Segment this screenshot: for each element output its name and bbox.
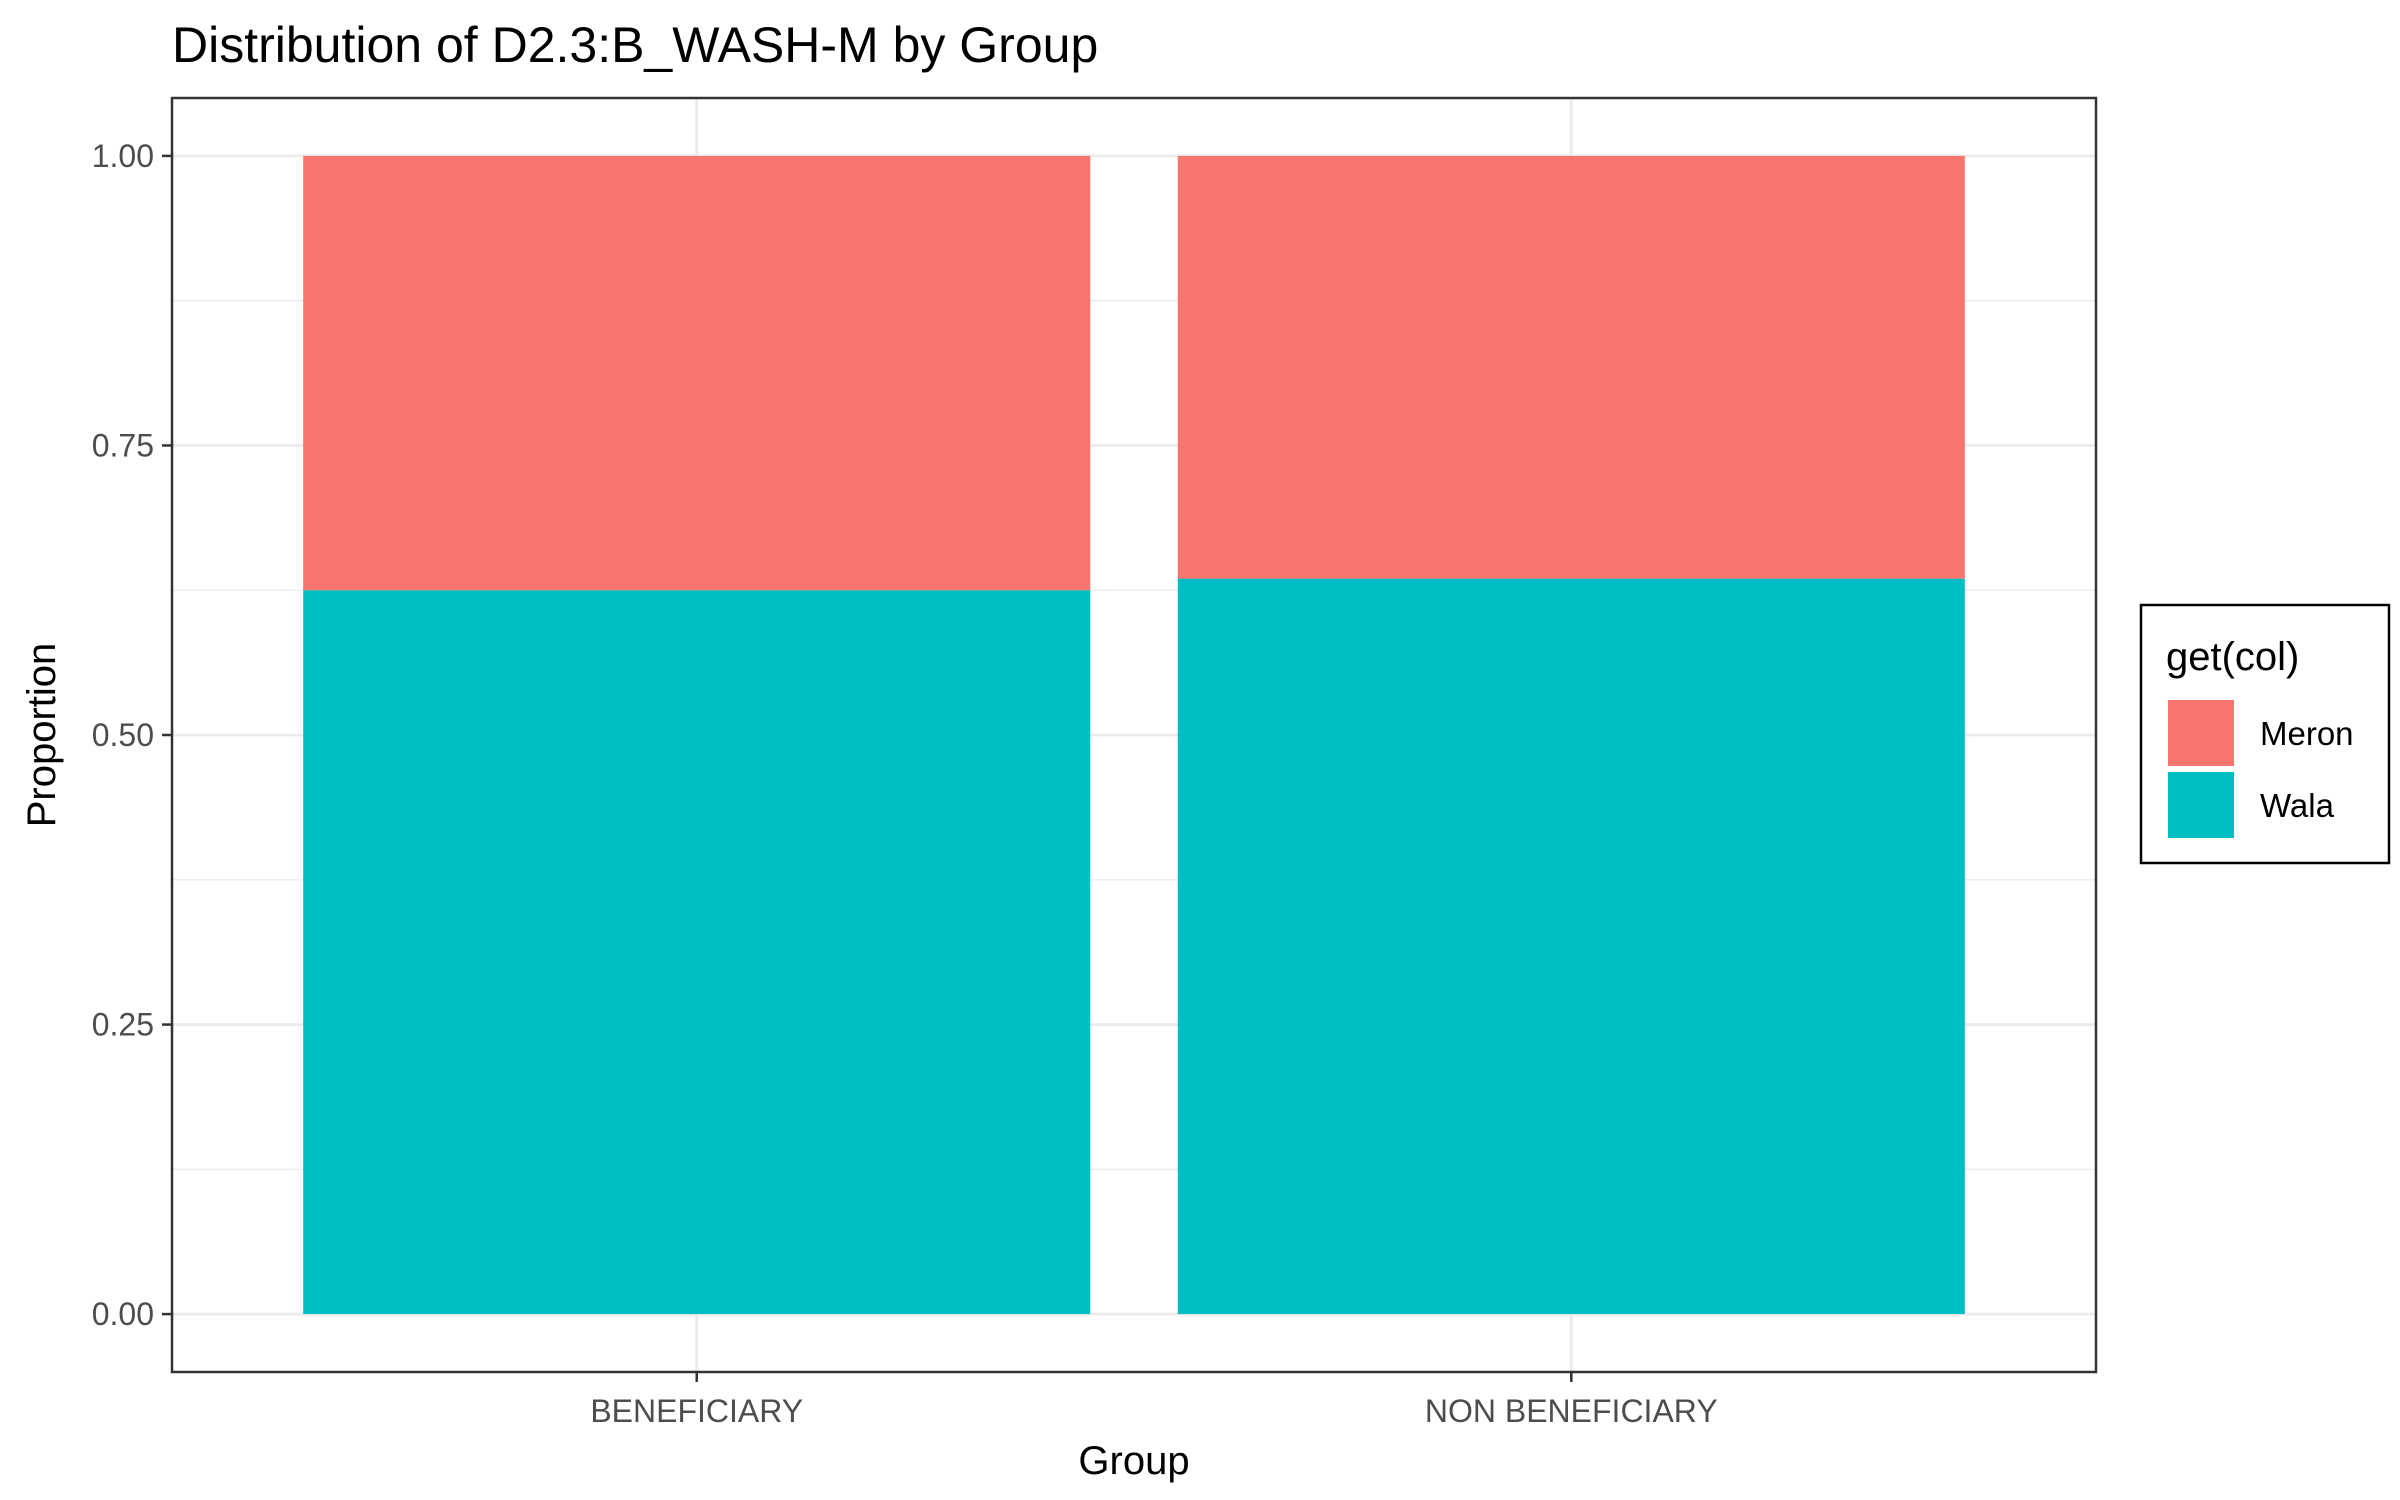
y-tick-label: 0.25 xyxy=(92,1007,154,1043)
chart-title: Distribution of D2.3:B_WASH-M by Group xyxy=(172,17,1098,73)
bar-wala-beneficiary xyxy=(303,590,1091,1315)
bar-meron-non-beneficiary xyxy=(1177,155,1965,579)
y-tick-label: 0.00 xyxy=(92,1296,154,1332)
legend-label-wala: Wala xyxy=(2260,787,2335,824)
bar-wala-non-beneficiary xyxy=(1177,578,1965,1315)
x-axis: BENEFICIARY NON BENEFICIARY xyxy=(590,1372,1718,1429)
y-axis: 0.00 0.25 0.50 0.75 1.00 xyxy=(92,138,172,1332)
legend-items: Meron Wala xyxy=(2168,700,2354,838)
x-tick-label: NON BENEFICIARY xyxy=(1425,1393,1718,1429)
y-axis-title: Proportion xyxy=(20,643,64,828)
legend: get(col) Meron Wala xyxy=(2139,603,2391,865)
y-tick-label: 0.75 xyxy=(92,427,154,463)
y-tick-label: 1.00 xyxy=(92,138,154,174)
x-axis-title: Group xyxy=(1078,1439,1189,1483)
legend-title: get(col) xyxy=(2166,635,2299,679)
bars xyxy=(303,155,1965,1315)
legend-label-meron: Meron xyxy=(2260,715,2354,752)
legend-key-meron xyxy=(2168,700,2234,766)
legend-key-wala xyxy=(2168,772,2234,838)
bar-meron-beneficiary xyxy=(303,155,1091,591)
y-tick-label: 0.50 xyxy=(92,717,154,753)
x-tick-label: BENEFICIARY xyxy=(590,1393,803,1429)
